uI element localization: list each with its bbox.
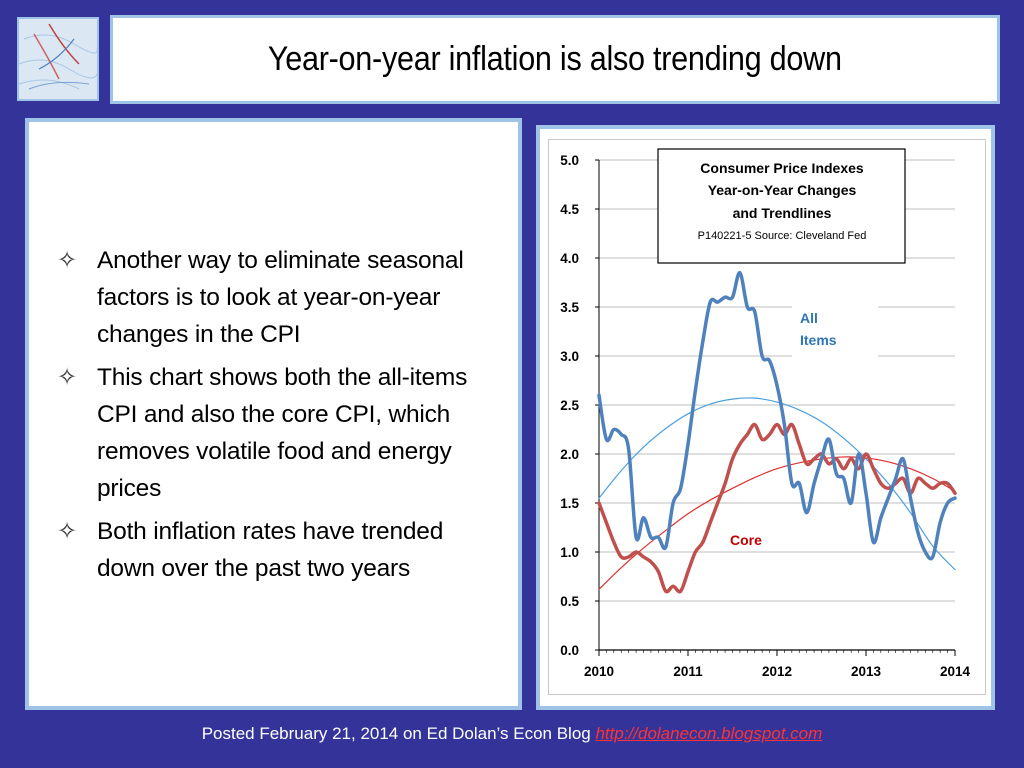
chart-series [597, 270, 957, 594]
chart-title-box: Consumer Price Indexes Year-on-Year Chan… [657, 148, 906, 264]
title-box: Year-on-year inflation is also trending … [110, 15, 1000, 104]
cpi-line-chart: 0.00.51.01.52.02.53.03.54.04.55.0 2010 20… [560, 148, 971, 679]
text-panel: ✧ Another way to eliminate seasonal fact… [25, 118, 522, 710]
blog-logo [17, 17, 99, 101]
all-items-line [597, 270, 957, 561]
bullet-item: ✧ This chart shows both the all-items CP… [57, 359, 507, 507]
title-box-frame [657, 148, 906, 264]
y-tick-label: 2.0 [560, 447, 579, 462]
y-tick-label: 5.0 [560, 153, 579, 168]
y-tick-label: 1.5 [560, 496, 579, 511]
all-items-label-line-2: Items [800, 332, 837, 348]
bullet-star-icon: ✧ [57, 518, 77, 545]
bullet-text: Both inflation rates have trended down o… [97, 518, 444, 582]
y-tick-label: 1.0 [560, 545, 579, 560]
bullet-list: ✧ Another way to eliminate seasonal fact… [57, 242, 507, 593]
x-tick-label: 2014 [940, 664, 971, 679]
x-tick-label: 2010 [584, 664, 614, 679]
core-label-bg [718, 527, 796, 551]
all-items-label-line-1: All [800, 310, 818, 326]
bullet-star-icon: ✧ [57, 364, 77, 391]
y-tick-label: 0.5 [560, 594, 579, 609]
y-tick-label: 4.5 [560, 202, 579, 217]
y-tick-label: 0.0 [560, 643, 579, 658]
bullet-item: ✧ Both inflation rates have trended down… [57, 513, 507, 587]
all-items-trendline [598, 397, 956, 571]
bullet-text: This chart shows both the all-items CPI … [97, 364, 468, 502]
core-trendline [598, 456, 956, 590]
all-items-label-bg [792, 303, 878, 359]
footer: Posted February 21, 2014 on Ed Dolan’s E… [0, 724, 1024, 744]
chart-subtitle: P140221-5 Source: Cleveland Fed [698, 230, 867, 242]
y-tick-label: 4.0 [560, 251, 579, 266]
blog-link[interactable]: http://dolanecon.blogspot.com [595, 724, 823, 743]
bullet-item: ✧ Another way to eliminate seasonal fact… [57, 242, 507, 353]
chart-title-line-1: Consumer Price Indexes [700, 160, 864, 176]
chart-title-line-2: Year-on-Year Changes [708, 182, 857, 198]
core-line [597, 422, 957, 594]
core-label: Core [730, 532, 762, 548]
logo-map-image [19, 19, 97, 99]
y-axis-ticks: 0.0 0.5 1.0 1.5 2.0 2.5 3.0 3.5 4.0 4.5 5.0 [560, 153, 579, 658]
x-axis-ticks: 2010 2011 2012 2013 2014 [584, 664, 971, 679]
x-tick-label: 2012 [762, 664, 792, 679]
y-tick-label: 3.0 [560, 349, 579, 364]
x-tick-label: 2013 [851, 664, 882, 679]
chart-title-line-3: and Trendlines [733, 205, 832, 221]
y-tick-label: 2.5 [560, 398, 579, 413]
x-tick-label: 2011 [673, 664, 703, 679]
bullet-star-icon: ✧ [57, 247, 77, 274]
slide-title: Year-on-year inflation is also trending … [268, 40, 842, 78]
y-tick-label: 3.5 [560, 300, 579, 315]
bullet-text: Another way to eliminate seasonal factor… [97, 247, 464, 348]
footer-text: Posted February 21, 2014 on Ed Dolan’s E… [201, 724, 596, 743]
